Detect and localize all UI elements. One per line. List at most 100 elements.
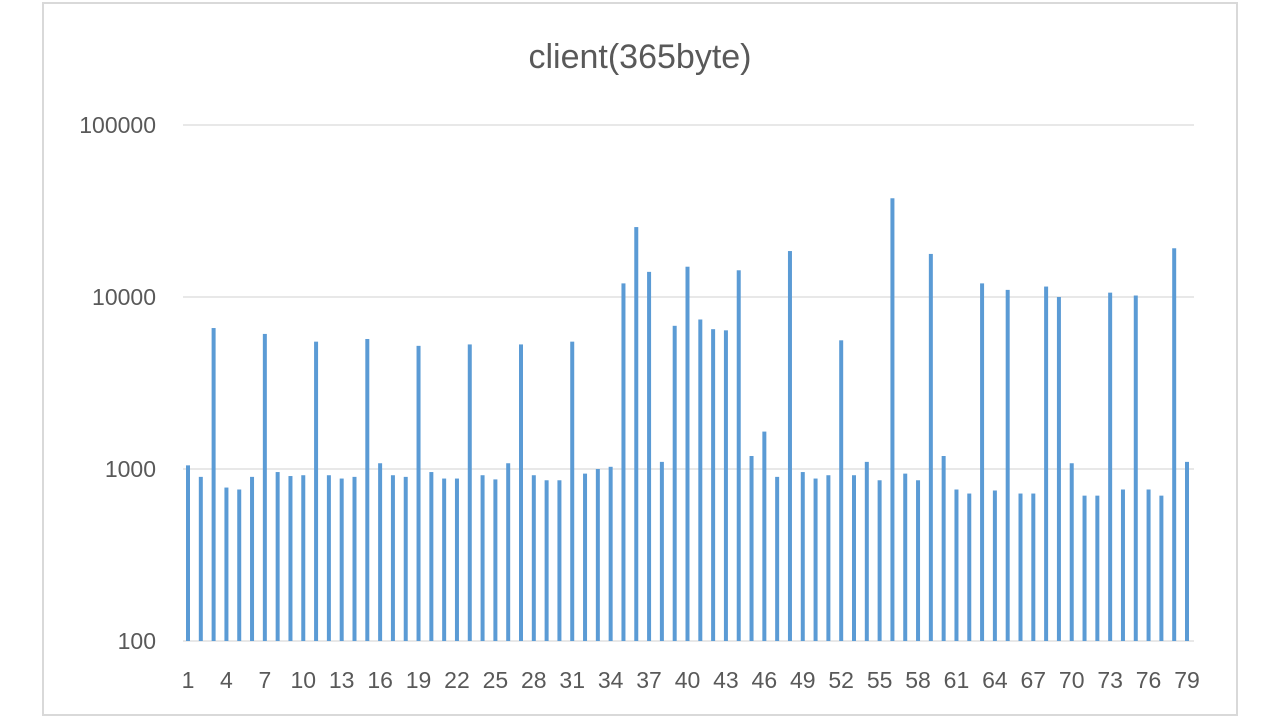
bar xyxy=(454,478,459,641)
bar xyxy=(224,487,229,641)
bar xyxy=(544,480,549,641)
x-tick-label: 40 xyxy=(675,667,701,693)
bar xyxy=(275,472,280,641)
bar xyxy=(736,270,741,641)
bar xyxy=(992,490,997,641)
bar xyxy=(339,478,344,641)
bar xyxy=(813,478,818,641)
bar xyxy=(557,480,562,641)
bar xyxy=(1044,286,1049,641)
bar xyxy=(301,475,306,641)
bar xyxy=(621,283,626,641)
chart-frame xyxy=(42,2,1238,716)
bar xyxy=(1120,489,1125,641)
bar xyxy=(519,344,523,641)
bar xyxy=(864,461,869,641)
y-tick-label: 100 xyxy=(118,628,156,654)
x-tick-label: 52 xyxy=(828,667,854,693)
bar xyxy=(1056,297,1061,641)
y-tick-label: 10000 xyxy=(92,284,156,310)
x-tick-label: 19 xyxy=(406,667,432,693)
bar xyxy=(1108,292,1113,641)
bar xyxy=(749,456,754,641)
bar xyxy=(493,479,498,641)
bar xyxy=(877,480,882,641)
bar xyxy=(647,271,652,641)
bar xyxy=(326,475,331,641)
bar xyxy=(1082,495,1087,641)
bar xyxy=(237,489,242,641)
bar xyxy=(634,227,639,642)
bar xyxy=(1031,493,1036,641)
x-tick-label: 55 xyxy=(867,667,893,693)
bar xyxy=(186,465,190,641)
x-tick-label: 28 xyxy=(521,667,547,693)
chart-title: client(365byte) xyxy=(528,38,752,76)
x-tick-label: 1 xyxy=(182,667,195,693)
bar xyxy=(198,476,203,641)
x-tick-label: 16 xyxy=(367,667,393,693)
x-tick-label: 70 xyxy=(1059,667,1085,693)
bar xyxy=(429,472,434,641)
bar xyxy=(211,328,216,641)
x-axis-ticks: 1 4 7 10 13 16 19 22 25 28 31 34 37 40 43 46 49 52 55 58 61 6… xyxy=(182,667,1200,693)
bar xyxy=(852,475,856,641)
bar xyxy=(723,330,728,641)
bar xyxy=(1185,461,1189,641)
bar xyxy=(352,476,357,641)
bar xyxy=(1005,289,1010,641)
x-tick-label: 13 xyxy=(329,667,355,693)
bar xyxy=(941,456,946,641)
bar xyxy=(954,489,959,641)
x-tick-label: 4 xyxy=(220,667,233,693)
bar xyxy=(1018,493,1023,641)
bar xyxy=(775,476,780,641)
bar xyxy=(826,475,831,641)
bar xyxy=(442,478,447,641)
bar xyxy=(890,198,895,642)
bar xyxy=(480,475,485,641)
bar xyxy=(608,466,613,641)
bar xyxy=(980,283,985,641)
x-tick-label: 73 xyxy=(1097,667,1123,693)
bar xyxy=(685,266,690,641)
bar xyxy=(365,338,370,641)
bar xyxy=(506,463,511,641)
bar xyxy=(928,253,933,641)
x-tick-label: 79 xyxy=(1174,667,1200,693)
bar xyxy=(390,475,395,641)
x-tick-label: 7 xyxy=(258,667,271,693)
x-tick-label: 10 xyxy=(290,667,316,693)
bar xyxy=(711,329,716,641)
bar xyxy=(531,475,536,641)
bar xyxy=(595,469,600,641)
bar xyxy=(903,473,908,641)
y-axis-ticks: 100 1000 10000 100000 xyxy=(79,112,156,654)
bar xyxy=(839,340,844,641)
bar xyxy=(762,431,767,641)
x-tick-label: 31 xyxy=(559,667,585,693)
bar xyxy=(250,476,255,641)
x-tick-label: 37 xyxy=(636,667,662,693)
bar xyxy=(288,476,293,641)
bar xyxy=(583,473,588,641)
x-tick-label: 61 xyxy=(944,667,970,693)
x-tick-label: 49 xyxy=(790,667,816,693)
bar xyxy=(1069,463,1074,641)
bar xyxy=(403,476,408,641)
bar-series xyxy=(186,198,1189,642)
y-tick-label: 100000 xyxy=(79,112,156,138)
x-tick-label: 64 xyxy=(982,667,1008,693)
x-tick-label: 34 xyxy=(598,667,624,693)
bar xyxy=(800,472,805,641)
bar xyxy=(262,333,267,641)
bar xyxy=(1133,295,1138,641)
bar xyxy=(1095,495,1100,641)
bar xyxy=(659,461,664,641)
x-tick-label: 67 xyxy=(1021,667,1047,693)
x-tick-label: 76 xyxy=(1136,667,1162,693)
bar xyxy=(378,463,383,641)
x-tick-label: 43 xyxy=(713,667,739,693)
y-tick-label: 1000 xyxy=(105,456,156,482)
bar xyxy=(467,344,472,641)
